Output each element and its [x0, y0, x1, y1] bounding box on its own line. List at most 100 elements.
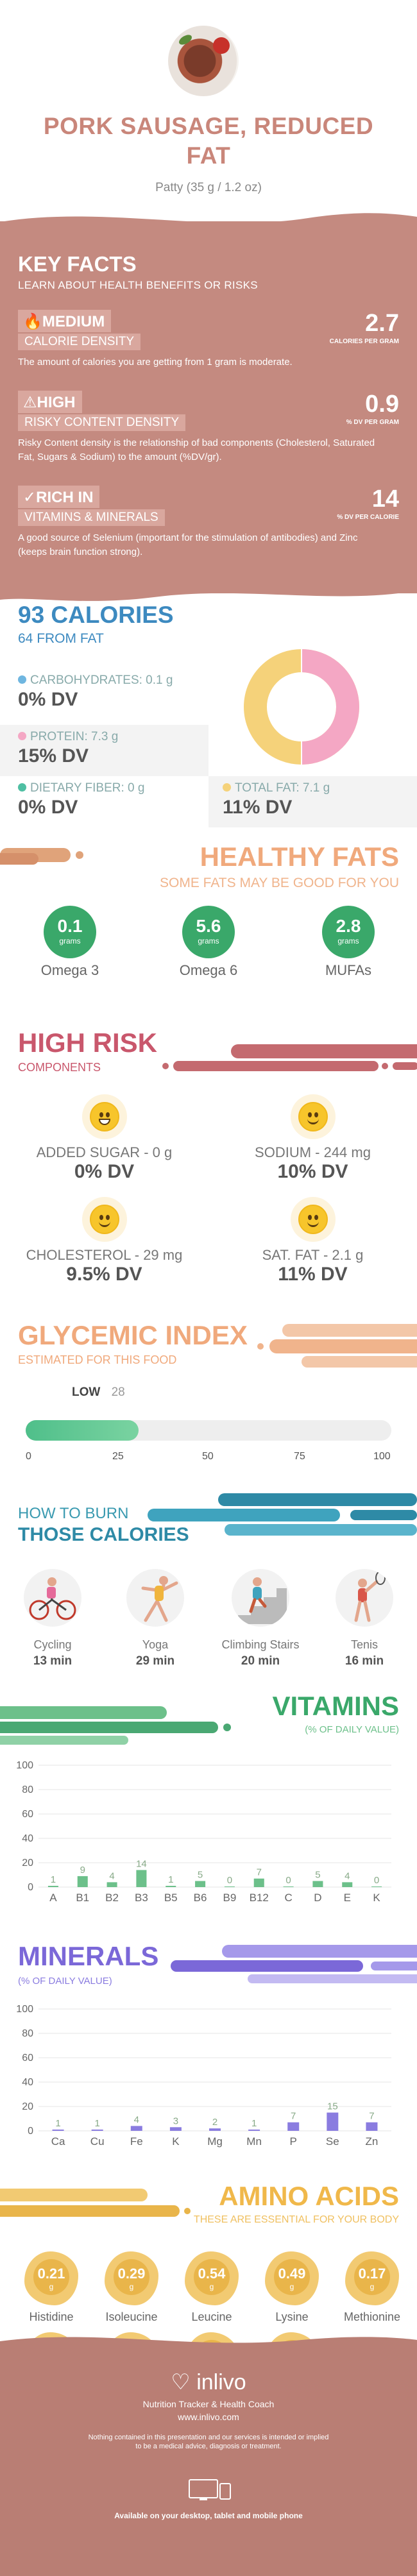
protein-dot [18, 732, 26, 740]
gi-tick-25: 25 [112, 1451, 124, 1462]
footer-disclaimer-2: to be a medical advice, diagnosis or tre… [135, 2443, 282, 2450]
minerals-value-label: 7 [369, 2111, 374, 2122]
fat-dot [223, 783, 231, 792]
minerals-ytick: 0 [28, 2126, 33, 2137]
footer: ♡ inlivo Nutrition Tracker & Health Coac… [0, 2348, 417, 2576]
minerals-ytick: 20 [22, 2101, 33, 2112]
fact-description: Risky Content density is the relationshi… [18, 437, 375, 462]
vitamins-bar-c [283, 1886, 294, 1887]
minerals-bar-mn [248, 2130, 260, 2131]
footer-tagline: Nutrition Tracker & Health Coach [142, 2399, 275, 2409]
fact-tag: 🔥MEDIUM [18, 310, 112, 332]
amino-badge: 0.17 g [345, 2251, 399, 2305]
minerals-category-label: Mg [207, 2135, 223, 2148]
calories-subtitle: 64 FROM FAT [18, 631, 104, 646]
minerals-title: MINERALS [18, 1941, 159, 1971]
vitamins-category-label: B9 [223, 1892, 237, 1904]
amino-badge: 0.49 g [265, 2251, 319, 2305]
minerals-bar-p [287, 2122, 300, 2131]
vitamins-bar-b3 [136, 1870, 147, 1887]
vitamins-bar-b9 [224, 1886, 235, 1887]
amino-isoleucine: 0.29 g Isoleucine [87, 2251, 176, 2324]
minerals-category-label: Fe [130, 2135, 143, 2148]
footer-available: Available on your desktop, tablet and mo… [114, 2511, 303, 2520]
fact-tag: ⚠HIGH [18, 391, 82, 413]
vitamins-bar-e [342, 1882, 353, 1887]
minerals-value-label: 4 [134, 2114, 139, 2125]
amino-stripes [0, 2189, 191, 2217]
hero: PORK SAUSAGE, REDUCED FAT Patty (35 g / … [0, 0, 417, 212]
vitamins-category-label: B2 [105, 1892, 119, 1904]
minerals-chart: 0 20 40 60 80 100 1 Ca 1 Cu 4 Fe 3 K 2 Mg 1 Mn 7 P 15 Se 7 Zn [16, 2004, 391, 2148]
warning-icon: ⚠ [23, 394, 37, 411]
vitamins-value-label: 4 [109, 1870, 114, 1881]
serving-size: Patty (35 g / 1.2 oz) [155, 181, 262, 194]
burn-stripes [148, 1493, 417, 1536]
amino-leucine: 0.54 g Leucine [167, 2251, 257, 2324]
fact-value: 0.9 [365, 391, 399, 418]
calorie-donut [244, 649, 359, 765]
fact-unit: % DV PER CALORIE [337, 514, 399, 521]
minerals-category-label: Cu [90, 2135, 105, 2148]
minerals-category-label: Ca [51, 2135, 65, 2148]
activity-stairs: Climbing Stairs 20 min [216, 1569, 305, 1668]
vitamins-subtitle: (% OF DAILY VALUE) [305, 1724, 399, 1735]
footer-url[interactable]: www.inlivo.com [178, 2412, 239, 2422]
minerals-subtitle: (% OF DAILY VALUE) [18, 1976, 112, 1987]
minerals-value-label: 7 [291, 2111, 296, 2122]
minerals-bar-k [169, 2127, 182, 2131]
minerals-ytick: 100 [16, 2004, 33, 2015]
vitamins-stripes [0, 1706, 231, 1745]
glycemic-level: LOW 28 [72, 1385, 125, 1399]
fiber-dot [18, 783, 26, 792]
minerals-bar-fe [130, 2126, 142, 2131]
minerals-bar-cu [91, 2130, 103, 2131]
gi-tick-100: 100 [373, 1451, 391, 1462]
amino-badge: 0.54 g [185, 2251, 239, 2305]
high-risk-subtitle: COMPONENTS [18, 1061, 101, 1074]
minerals-ytick: 40 [22, 2077, 33, 2088]
burn-title-1: HOW TO BURN [18, 1505, 129, 1522]
vitamins-value-label: 0 [374, 1875, 379, 1886]
fire-icon: 🔥 [23, 313, 42, 330]
vitamins-value-label: 5 [198, 1870, 203, 1881]
minerals-ytick: 60 [22, 2053, 33, 2063]
vitamins-category-label: B5 [164, 1892, 178, 1904]
minerals-category-label: P [290, 2135, 297, 2148]
high-risk-title: HIGH RISK [18, 1028, 158, 1058]
healthy-fats-stripes [0, 848, 83, 865]
vitamins-category-label: B6 [194, 1892, 207, 1904]
vitamins-category-label: B1 [76, 1892, 89, 1904]
minerals-bar-zn [366, 2122, 378, 2131]
footer-disclaimer-1: Nothing contained in this presentation a… [88, 2434, 329, 2441]
minerals-ytick: 80 [22, 2028, 33, 2039]
nutrient-fat: TOTAL FAT: 7.1 g 11% DV [208, 776, 417, 827]
vitamins-bar-b5 [166, 1886, 176, 1887]
fact-unit: CALORIES PER GRAM [329, 338, 399, 345]
vitamins-bar-b12 [253, 1878, 264, 1887]
glycemic-bar-fill [26, 1420, 139, 1441]
minerals-value-label: 3 [173, 2115, 178, 2126]
omega6-label: Omega 6 [179, 962, 238, 978]
fact-tag: ✓RICH IN [18, 486, 100, 508]
minerals-bar-se [327, 2112, 339, 2131]
stairs-icon [232, 1569, 289, 1627]
vitamins-ytick: 60 [22, 1809, 33, 1820]
vitamins-ytick: 0 [28, 1882, 33, 1893]
title-line-2: FAT [186, 142, 231, 169]
amino-methionine: 0.17 g Methionine [327, 2251, 417, 2324]
high-risk-stripes [162, 1044, 417, 1071]
vitamins-chart: 0204060801001A9B14B214B31B55B60B97B120C5… [16, 1760, 391, 1904]
gi-tick-0: 0 [26, 1451, 31, 1462]
risk-cholesterol: CHOLESTEROL - 29 mg 9.5% DV [0, 1197, 208, 1285]
glycemic-subtitle: ESTIMATED FOR THIS FOOD [18, 1353, 177, 1366]
vitamins-value-label: 1 [51, 1874, 56, 1885]
thumbs-up-icon: ✓ [23, 489, 37, 506]
amino-title: AMINO ACIDS [219, 2181, 399, 2211]
fact-tag-sub: CALORIE DENSITY [18, 334, 141, 350]
burn-title-2: THOSE CALORIES [18, 1524, 189, 1545]
nutrient-protein: PROTEIN: 7.3 g 15% DV [0, 725, 208, 776]
risk-sat-fat: SAT. FAT - 2.1 g 11% DV [208, 1197, 417, 1285]
vitamins-ytick: 20 [22, 1858, 33, 1868]
